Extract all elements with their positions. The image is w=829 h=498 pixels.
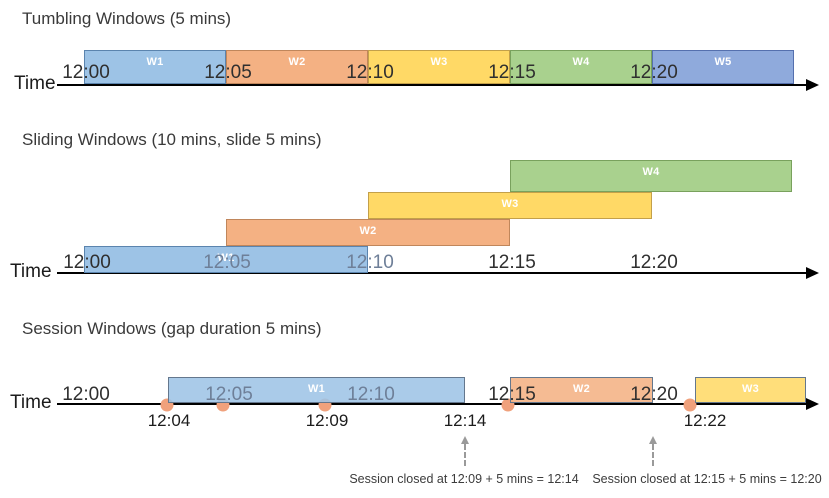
- tick-label: 12:10: [346, 252, 394, 273]
- window-w1: W1: [84, 246, 368, 273]
- event-time-label: 12:09: [305, 411, 349, 430]
- event-time-label: 12:04: [147, 411, 191, 430]
- window-label: W4: [642, 166, 660, 178]
- tick-label: 12:05: [203, 252, 251, 273]
- window-label: W3: [501, 198, 519, 210]
- window-label: W1: [146, 56, 164, 68]
- tick-label: 12:20: [630, 62, 678, 83]
- axis-time-label: Time: [10, 261, 52, 282]
- window-w4: W4: [510, 50, 652, 84]
- window-label: W3: [741, 383, 760, 395]
- section-title: Session Windows (gap duration 5 mins): [22, 319, 322, 338]
- window-w1: W1: [84, 50, 226, 84]
- window-label: W1: [217, 252, 235, 264]
- callout-arrowhead-icon: [649, 436, 657, 444]
- callout-arrowhead-icon: [461, 436, 469, 444]
- tick-label: 12:15: [488, 384, 536, 405]
- tick-label: 12:00: [62, 62, 110, 83]
- tick-label: 12:20: [630, 384, 678, 405]
- timeline-arrowhead-icon: [806, 79, 819, 91]
- window-label: W2: [288, 56, 306, 68]
- window-label: W5: [714, 56, 732, 68]
- window-label: W4: [572, 56, 590, 68]
- event-time-label: 12:22: [683, 411, 727, 430]
- window-label: W1: [307, 383, 326, 395]
- section-title: Sliding Windows (10 mins, slide 5 mins): [22, 130, 322, 149]
- tick-label: 12:10: [346, 62, 394, 83]
- timeline-arrowhead-icon: [806, 398, 819, 410]
- event-time-label: 12:14: [443, 411, 487, 430]
- window-w1: W1: [168, 377, 465, 403]
- window-label: W2: [359, 225, 377, 237]
- axis-time-label: Time: [10, 392, 52, 413]
- tick-label: 12:00: [63, 252, 111, 273]
- tick-label: 12:10: [347, 384, 395, 405]
- callout-dashed-line: [652, 444, 654, 466]
- tick-label: 12:05: [204, 62, 252, 83]
- event-dot: [683, 398, 697, 412]
- tick-label: 12:15: [488, 252, 536, 273]
- window-w5: W5: [652, 50, 794, 84]
- window-label: W2: [572, 383, 591, 395]
- window-label: W3: [430, 56, 448, 68]
- window-w3: W3: [695, 377, 806, 403]
- tick-label: 12:05: [205, 384, 253, 405]
- window-w2: W2: [510, 377, 653, 403]
- callout-text: Session closed at 12:09 + 5 mins = 12:14: [349, 472, 579, 486]
- timeline-axis: [57, 403, 806, 405]
- window-w2: W2: [226, 50, 368, 84]
- timeline-axis: [57, 84, 806, 86]
- callout-dashed-line: [464, 444, 466, 466]
- window-w3: W3: [368, 192, 652, 219]
- tick-label: 12:15: [488, 62, 536, 83]
- tick-label: 12:20: [630, 252, 678, 273]
- window-w4: W4: [510, 160, 792, 192]
- section-title: Tumbling Windows (5 mins): [22, 9, 232, 28]
- timeline-axis: [57, 272, 806, 274]
- axis-time-label: Time: [14, 73, 56, 94]
- window-w2: W2: [226, 219, 510, 246]
- timeline-arrowhead-icon: [806, 267, 819, 279]
- window-w3: W3: [368, 50, 510, 84]
- tick-label: 12:00: [62, 384, 110, 405]
- callout-text: Session closed at 12:15 + 5 mins = 12:20: [592, 472, 822, 486]
